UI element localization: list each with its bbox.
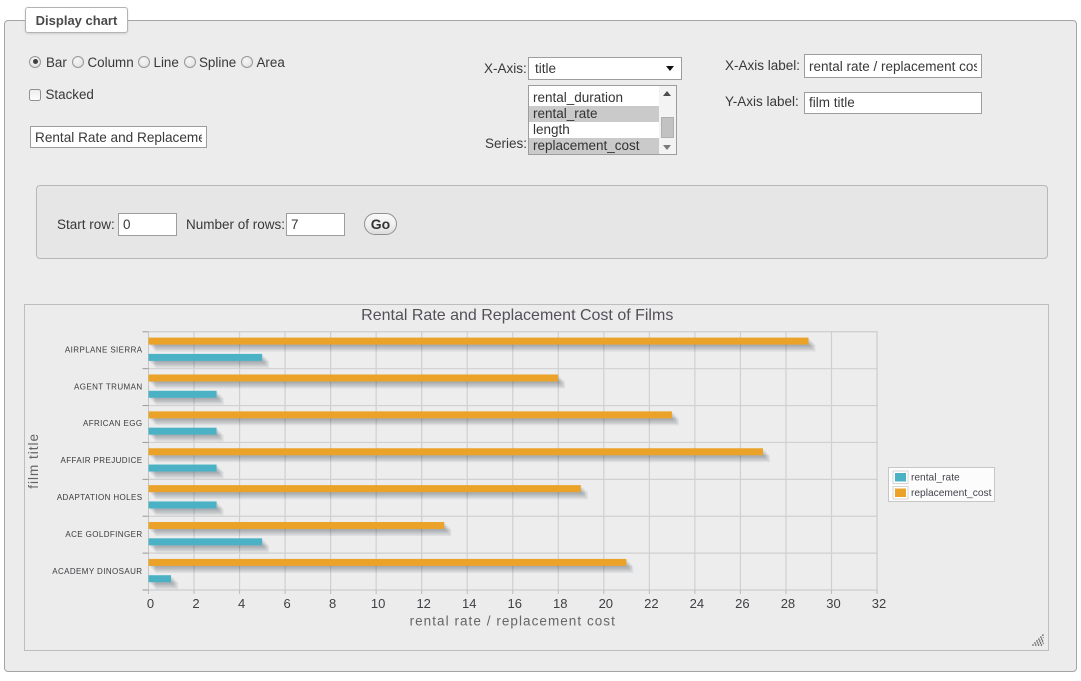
svg-text:8: 8 [329, 596, 336, 611]
svg-text:rental_rate: rental_rate [911, 473, 960, 484]
svg-text:replacement_cost: replacement_cost [911, 488, 992, 499]
svg-text:6: 6 [283, 596, 290, 611]
svg-text:12: 12 [416, 596, 430, 611]
svg-text:22: 22 [644, 596, 658, 611]
svg-text:AIRPLANE SIERRA: AIRPLANE SIERRA [65, 345, 143, 354]
svg-text:ACADEMY DINOSAUR: ACADEMY DINOSAUR [52, 567, 142, 576]
svg-text:rental rate / replacement cost: rental rate / replacement cost [410, 614, 616, 629]
svg-text:AFRICAN EGG: AFRICAN EGG [83, 419, 143, 428]
svg-text:0: 0 [147, 596, 154, 611]
svg-text:4: 4 [238, 596, 245, 611]
svg-text:24: 24 [690, 596, 704, 611]
svg-text:14: 14 [462, 596, 476, 611]
svg-text:32: 32 [872, 596, 886, 611]
svg-text:28: 28 [781, 596, 795, 611]
svg-text:18: 18 [553, 596, 567, 611]
svg-text:30: 30 [826, 596, 840, 611]
svg-text:ADAPTATION HOLES: ADAPTATION HOLES [57, 493, 143, 502]
svg-text:20: 20 [599, 596, 613, 611]
svg-text:AFFAIR PREJUDICE: AFFAIR PREJUDICE [61, 456, 143, 465]
svg-text:2: 2 [192, 596, 199, 611]
svg-text:26: 26 [735, 596, 749, 611]
svg-text:film title: film title [26, 433, 41, 489]
svg-text:AGENT TRUMAN: AGENT TRUMAN [74, 382, 143, 391]
svg-text:16: 16 [508, 596, 522, 611]
svg-text:10: 10 [371, 596, 385, 611]
svg-text:Rental Rate and Replacement Co: Rental Rate and Replacement Cost of Film… [361, 307, 673, 324]
svg-text:ACE GOLDFINGER: ACE GOLDFINGER [65, 530, 142, 539]
